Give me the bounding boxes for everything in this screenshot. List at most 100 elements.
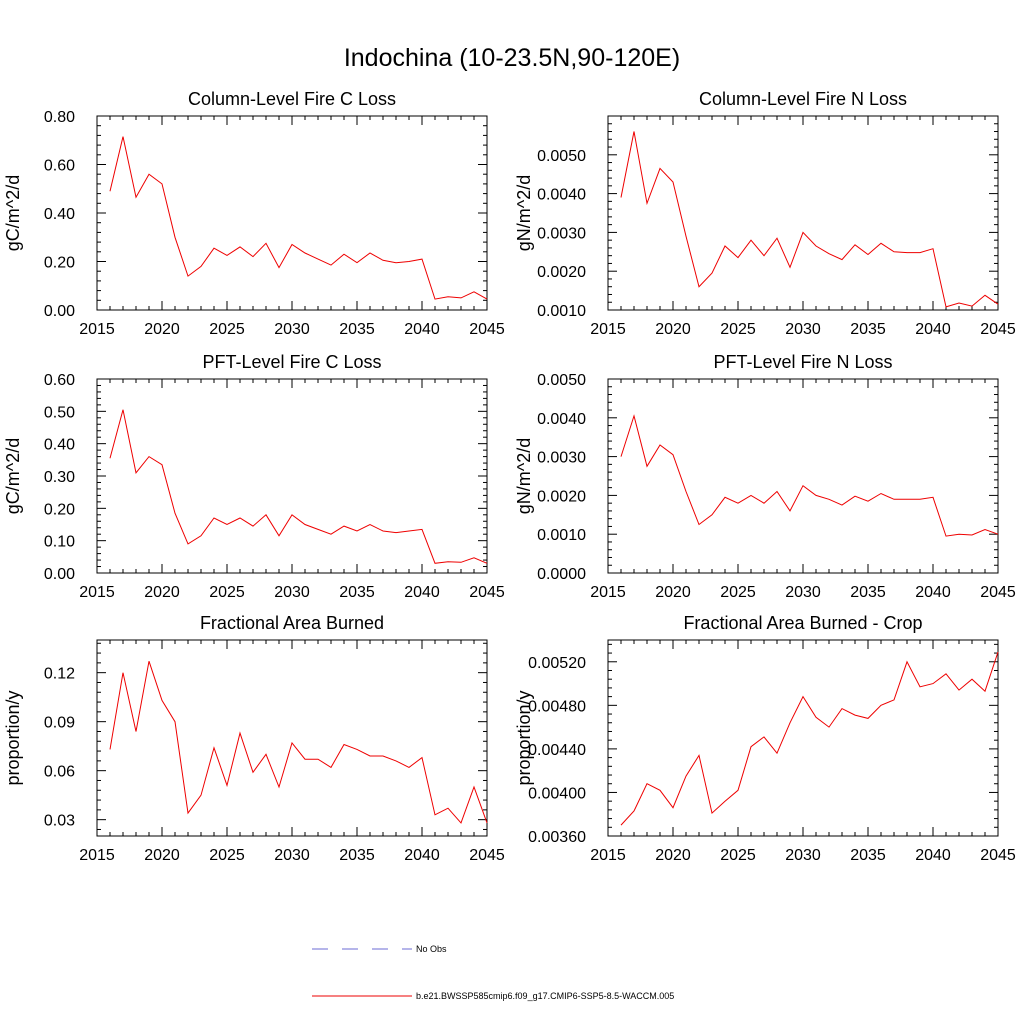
x-tick-label: 2025 <box>209 584 245 601</box>
y-axis-label: proportion/y <box>514 690 534 785</box>
y-tick-label: 0.00400 <box>528 785 586 802</box>
y-tick-label: 0.00440 <box>528 742 586 759</box>
x-tick-label: 2040 <box>404 847 440 864</box>
x-tick-label: 2025 <box>720 321 756 338</box>
y-tick-label: 0.00 <box>44 303 75 320</box>
plot-frame <box>96 378 488 574</box>
x-tick-label: 2020 <box>144 321 180 338</box>
x-tick-label: 2040 <box>915 847 951 864</box>
x-tick-label: 2030 <box>274 847 310 864</box>
y-axis-label: gC/m^2/d <box>3 438 23 514</box>
y-tick-label: 0.00480 <box>528 698 586 715</box>
y-tick-label: 0.06 <box>44 764 75 781</box>
legend-item-model-run: b.e21.BWSSP585cmip6.f09_g17.CMIP6-SSP5-8… <box>312 991 674 1001</box>
y-tick-label: 0.0040 <box>537 187 586 204</box>
plot-frame <box>96 115 488 311</box>
legend-item-no-obs: No Obs <box>312 944 447 954</box>
y-tick-label: 0.03 <box>44 813 75 830</box>
x-tick-label: 2025 <box>209 321 245 338</box>
x-tick-label: 2035 <box>339 847 375 864</box>
y-tick-label: 0.30 <box>44 469 75 486</box>
y-tick-label: 0.80 <box>44 109 75 126</box>
x-tick-label: 2015 <box>79 321 115 338</box>
y-tick-label: 0.20 <box>44 501 75 518</box>
y-axis-label: gC/m^2/d <box>3 175 23 251</box>
series-line <box>109 136 488 300</box>
chart-panel-5: Fractional Area Burned proportion/y 2015 20… <box>3 613 505 864</box>
x-tick-label: 2045 <box>980 584 1016 601</box>
x-tick-label: 2035 <box>339 321 375 338</box>
y-tick-label: 0.00360 <box>528 829 586 846</box>
x-tick-label: 2040 <box>915 321 951 338</box>
y-tick-label: 0.0010 <box>537 527 586 544</box>
plot-frame <box>96 639 488 837</box>
x-tick-label: 2040 <box>915 584 951 601</box>
y-tick-label: 0.0040 <box>537 411 586 428</box>
x-tick-label: 2035 <box>850 847 886 864</box>
y-tick-label: 0.20 <box>44 255 75 272</box>
y-tick-label: 0.60 <box>44 158 75 175</box>
x-tick-label: 2015 <box>590 321 626 338</box>
chart-title: PFT-Level Fire N Loss <box>713 352 892 372</box>
chart-panel-3: PFT-Level Fire C Loss gC/m^2/d 2015 2020 202… <box>3 352 505 601</box>
x-tick-label: 2015 <box>590 584 626 601</box>
y-tick-label: 0.60 <box>44 372 75 389</box>
chart-panel-2: Column-Level Fire N Loss gN/m^2/d 2015 2020… <box>514 89 1016 338</box>
series-line <box>109 661 488 824</box>
chart-panel-6: Fractional Area Burned - Crop proportion/… <box>514 613 1016 864</box>
y-tick-label: 0.50 <box>44 404 75 421</box>
x-tick-label: 2030 <box>274 584 310 601</box>
x-tick-label: 2040 <box>404 584 440 601</box>
x-tick-label: 2035 <box>850 584 886 601</box>
series-line <box>620 414 999 537</box>
y-tick-label: 0.0000 <box>537 566 586 583</box>
x-tick-label: 2025 <box>720 584 756 601</box>
chart-title: Column-Level Fire N Loss <box>699 89 907 109</box>
chart-panel-4: PFT-Level Fire N Loss gN/m^2/d 2015 2020 202… <box>514 352 1016 601</box>
y-tick-label: 0.0020 <box>537 264 586 281</box>
chart-title: PFT-Level Fire C Loss <box>202 352 381 372</box>
y-tick-label: 0.09 <box>44 715 75 732</box>
x-tick-label: 2045 <box>469 584 505 601</box>
y-tick-label: 0.0010 <box>537 303 586 320</box>
chart-panel-1: Column-Level Fire C Loss gC/m^2/d 2015 2020… <box>3 89 505 338</box>
x-tick-label: 2020 <box>655 584 691 601</box>
x-tick-label: 2015 <box>79 847 115 864</box>
series-line <box>109 409 488 564</box>
x-tick-label: 2025 <box>720 847 756 864</box>
legend-label-no-obs: No Obs <box>416 944 447 954</box>
x-tick-label: 2020 <box>144 584 180 601</box>
y-tick-label: 0.00520 <box>528 655 586 672</box>
x-tick-label: 2030 <box>785 584 821 601</box>
x-tick-label: 2025 <box>209 847 245 864</box>
x-tick-label: 2045 <box>469 321 505 338</box>
legend-label-model-run: b.e21.BWSSP585cmip6.f09_g17.CMIP6-SSP5-8… <box>416 991 674 1001</box>
y-tick-label: 0.10 <box>44 534 75 551</box>
x-tick-label: 2045 <box>980 321 1016 338</box>
y-axis-label: proportion/y <box>3 690 23 785</box>
y-tick-label: 0.00 <box>44 566 75 583</box>
x-tick-label: 2035 <box>339 584 375 601</box>
plot-frame <box>607 639 999 837</box>
legend: No Obs b.e21.BWSSP585cmip6.f09_g17.CMIP6… <box>312 944 674 1001</box>
series-line <box>620 651 999 826</box>
y-tick-label: 0.40 <box>44 437 75 454</box>
chart-panels: Column-Level Fire C Loss gC/m^2/d 2015 2020… <box>3 89 1016 864</box>
y-tick-label: 0.12 <box>44 666 75 683</box>
x-tick-label: 2035 <box>850 321 886 338</box>
y-tick-label: 0.0030 <box>537 225 586 242</box>
x-tick-label: 2015 <box>590 847 626 864</box>
plot-frame <box>607 378 999 574</box>
x-tick-label: 2020 <box>144 847 180 864</box>
x-tick-label: 2045 <box>469 847 505 864</box>
chart-title: Column-Level Fire C Loss <box>188 89 396 109</box>
y-tick-label: 0.0020 <box>537 488 586 505</box>
y-axis-label: gN/m^2/d <box>514 175 534 251</box>
series-line <box>620 131 999 308</box>
x-tick-label: 2030 <box>785 321 821 338</box>
x-tick-label: 2020 <box>655 847 691 864</box>
y-tick-label: 0.0030 <box>537 450 586 467</box>
chart-title: Fractional Area Burned - Crop <box>683 613 922 633</box>
x-tick-label: 2030 <box>274 321 310 338</box>
